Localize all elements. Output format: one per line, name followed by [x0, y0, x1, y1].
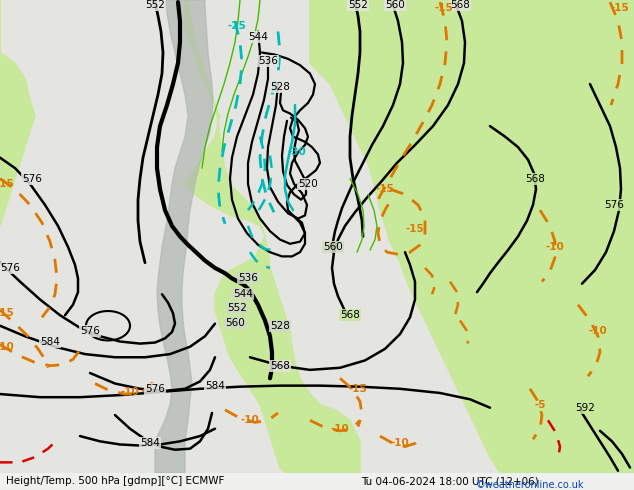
- Text: 568: 568: [450, 0, 470, 10]
- Text: 584: 584: [140, 439, 160, 448]
- Text: 576: 576: [22, 173, 42, 184]
- Text: 576: 576: [80, 326, 100, 336]
- Text: -15: -15: [0, 179, 15, 189]
- Text: Tu 04-06-2024 18:00 UTC (12+06): Tu 04-06-2024 18:00 UTC (12+06): [361, 476, 539, 486]
- Text: Height/Temp. 500 hPa [gdmp][°C] ECMWF: Height/Temp. 500 hPa [gdmp][°C] ECMWF: [6, 476, 224, 486]
- Text: 536: 536: [238, 273, 258, 283]
- Text: 576: 576: [604, 200, 624, 210]
- Polygon shape: [155, 0, 213, 473]
- Text: 560: 560: [323, 242, 343, 252]
- Text: 568: 568: [270, 361, 290, 370]
- Text: 560: 560: [225, 318, 245, 328]
- Text: 552: 552: [348, 0, 368, 10]
- Text: -15: -15: [349, 384, 367, 394]
- Text: -10: -10: [391, 439, 410, 448]
- Text: 528: 528: [270, 321, 290, 331]
- Text: 544: 544: [248, 32, 268, 42]
- Text: -15: -15: [611, 3, 630, 13]
- Text: 536: 536: [258, 56, 278, 66]
- Text: -10: -10: [588, 326, 607, 336]
- Text: -15: -15: [406, 224, 424, 234]
- Text: -25: -25: [228, 21, 247, 31]
- Polygon shape: [0, 0, 35, 226]
- Text: 584: 584: [40, 337, 60, 346]
- Text: -10: -10: [120, 387, 139, 397]
- Text: -15: -15: [375, 184, 394, 194]
- Text: 560: 560: [385, 0, 405, 10]
- Text: ©weatheronline.co.uk: ©weatheronline.co.uk: [476, 480, 584, 490]
- Text: 552: 552: [145, 0, 165, 10]
- Text: -10: -10: [330, 424, 349, 434]
- Polygon shape: [310, 0, 634, 473]
- Text: -15: -15: [0, 308, 15, 318]
- Text: 568: 568: [340, 310, 360, 320]
- Text: 528: 528: [270, 82, 290, 92]
- Text: -30: -30: [288, 147, 306, 157]
- Text: 568: 568: [525, 173, 545, 184]
- Text: -10: -10: [241, 416, 259, 425]
- Text: 584: 584: [205, 381, 225, 391]
- Text: 520: 520: [298, 179, 318, 189]
- Text: 592: 592: [575, 403, 595, 413]
- Text: 544: 544: [233, 289, 253, 299]
- Text: 552: 552: [227, 303, 247, 313]
- Text: -15: -15: [435, 3, 453, 13]
- Text: -10: -10: [0, 342, 15, 352]
- Polygon shape: [185, 0, 360, 473]
- Text: -5: -5: [534, 399, 546, 410]
- Text: 576: 576: [0, 263, 20, 273]
- Text: -10: -10: [546, 242, 564, 252]
- Text: 576: 576: [145, 384, 165, 394]
